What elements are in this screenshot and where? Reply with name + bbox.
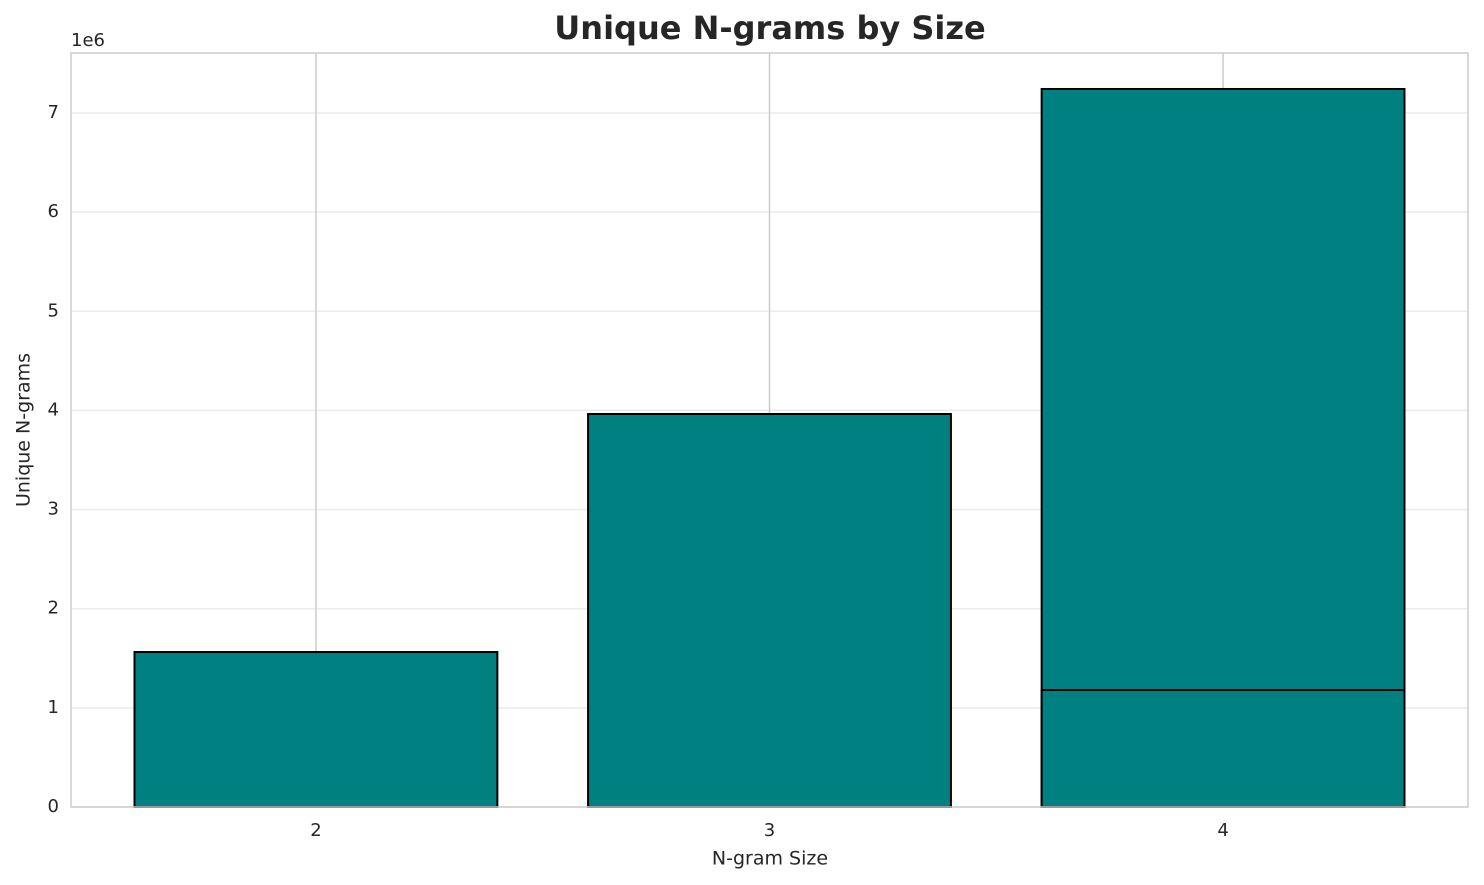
y-tick-label: 5 <box>48 300 59 321</box>
y-tick-label: 4 <box>48 399 59 420</box>
bar <box>1040 87 1406 808</box>
y-tick-label: 2 <box>48 598 59 619</box>
plot-frame <box>70 52 1469 808</box>
bar <box>1040 689 1406 808</box>
bar <box>133 651 499 808</box>
y-offset-label: 1e6 <box>71 30 105 51</box>
y-tick-label: 3 <box>48 499 59 520</box>
x-axis-label: N-gram Size <box>712 848 828 870</box>
chart-title: Unique N-grams by Size <box>554 9 985 47</box>
x-tick-label: 2 <box>310 820 321 841</box>
y-tick-label: 7 <box>48 102 59 123</box>
bar <box>587 412 952 808</box>
x-tick-label: 3 <box>764 820 775 841</box>
y-tick-label: 1 <box>48 697 59 718</box>
y-tick-label: 0 <box>48 796 59 817</box>
y-tick-label: 6 <box>48 201 59 222</box>
y-axis-label: Unique N-grams <box>13 353 35 507</box>
x-tick-label: 4 <box>1217 820 1228 841</box>
